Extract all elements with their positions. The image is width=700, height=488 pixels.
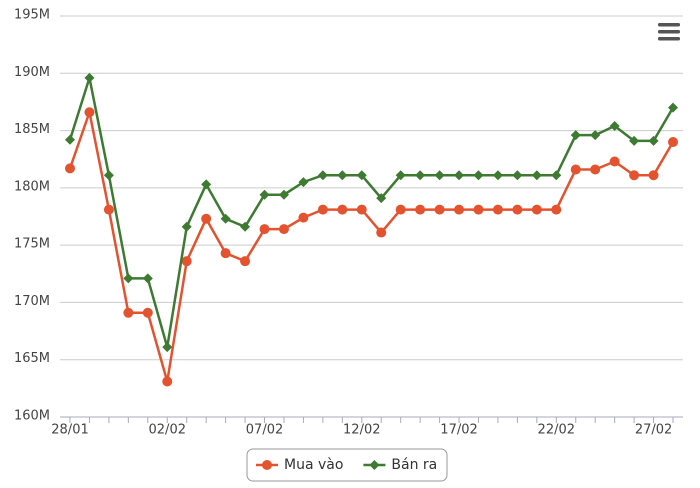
point [123, 273, 134, 284]
point [590, 130, 601, 141]
point [376, 193, 387, 204]
x-tick-label: 27/02 [635, 423, 672, 438]
y-tick-label: 195M [14, 8, 50, 23]
point [220, 213, 231, 224]
point [668, 102, 678, 113]
point [415, 170, 426, 181]
point [103, 204, 114, 215]
point [473, 170, 484, 181]
point [181, 256, 192, 267]
point [473, 204, 484, 215]
series-line [68, 107, 675, 382]
point [337, 170, 348, 181]
point [570, 130, 581, 141]
point [317, 170, 328, 181]
point [434, 204, 445, 215]
point [240, 221, 251, 232]
point [668, 137, 678, 148]
point [629, 135, 640, 146]
point [317, 204, 328, 215]
point [162, 342, 173, 353]
point [65, 134, 75, 145]
point [123, 307, 134, 318]
point [590, 164, 601, 175]
point [454, 170, 465, 181]
point [454, 204, 465, 215]
y-tick-label: 175M [14, 237, 50, 252]
point [84, 72, 95, 83]
point [492, 170, 503, 181]
y-tick-label: 160M [14, 409, 50, 424]
point [142, 307, 153, 318]
point [201, 179, 212, 190]
x-tick-label: 28/01 [51, 423, 88, 438]
point [395, 204, 406, 215]
point [376, 227, 387, 238]
y-tick-label: 185M [14, 122, 50, 137]
y-tick-label: 165M [14, 351, 50, 366]
x-tick-label: 02/02 [149, 423, 186, 438]
point [434, 170, 445, 181]
y-tick-label: 180M [14, 179, 50, 194]
point [395, 170, 406, 181]
point [220, 248, 231, 259]
point [512, 170, 523, 181]
point [298, 177, 309, 188]
menu-bar [658, 23, 680, 27]
legend-label[interactable]: Bán ra [391, 457, 437, 473]
point [369, 460, 380, 470]
point [103, 170, 114, 181]
legend-label[interactable]: Mua vào [284, 457, 343, 473]
point [162, 376, 173, 387]
point [531, 170, 542, 181]
menu-bar [658, 37, 680, 41]
x-tick-label: 12/02 [343, 423, 380, 438]
point [551, 170, 562, 181]
y-tick-label: 190M [14, 65, 50, 80]
point [262, 460, 272, 470]
point [356, 170, 367, 181]
point [259, 189, 270, 200]
point [337, 204, 348, 215]
point [240, 256, 251, 267]
point [142, 273, 153, 284]
series-line [68, 77, 675, 348]
point [356, 204, 367, 215]
point [84, 107, 95, 118]
point [492, 204, 503, 215]
point [570, 164, 581, 175]
menu-icon[interactable] [658, 23, 680, 41]
x-tick-label: 22/02 [538, 423, 575, 438]
point [65, 163, 75, 174]
point [298, 212, 309, 223]
point [415, 204, 426, 215]
point [609, 156, 620, 167]
point [531, 204, 542, 215]
point [629, 170, 640, 181]
point [278, 189, 289, 200]
x-tick-label: 07/02 [246, 423, 283, 438]
point [201, 213, 212, 224]
point [512, 204, 523, 215]
point [259, 224, 270, 235]
point [278, 224, 289, 235]
point [181, 221, 192, 232]
legend-box [246, 448, 448, 482]
x-tick-label: 17/02 [440, 423, 477, 438]
menu-bar [658, 30, 680, 34]
point [648, 135, 659, 146]
point [609, 120, 620, 131]
point [648, 170, 659, 181]
y-tick-label: 170M [14, 294, 50, 309]
point [551, 204, 562, 215]
